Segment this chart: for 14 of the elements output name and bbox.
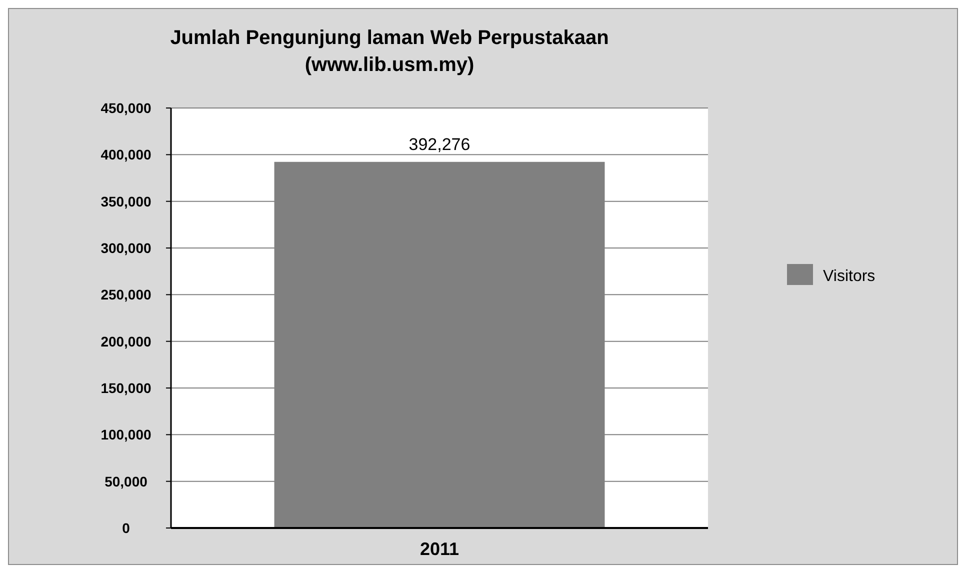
- legend-label: Visitors: [823, 268, 876, 285]
- y-tick-label: 250,000: [100, 286, 152, 303]
- data-label: 392,276: [408, 134, 470, 154]
- y-tick-label: 50,000: [104, 473, 148, 490]
- y-tick-label: 200,000: [100, 333, 152, 350]
- y-tick-label: 150,000: [100, 380, 152, 396]
- y-tick-label: 0: [122, 520, 130, 536]
- y-tick-label: 100,000: [100, 426, 152, 443]
- y-tick-label: 350,000: [100, 193, 152, 210]
- x-tick-label: 2011: [420, 539, 460, 559]
- y-tick-label: 300,000: [100, 240, 152, 256]
- y-tick-label: 450,000: [100, 100, 152, 116]
- chart-title: Jumlah Pengunjung laman Web Perpustakaan (www.lib.usm.my): [170, 27, 609, 76]
- y-tick-label: 400,000: [100, 146, 152, 163]
